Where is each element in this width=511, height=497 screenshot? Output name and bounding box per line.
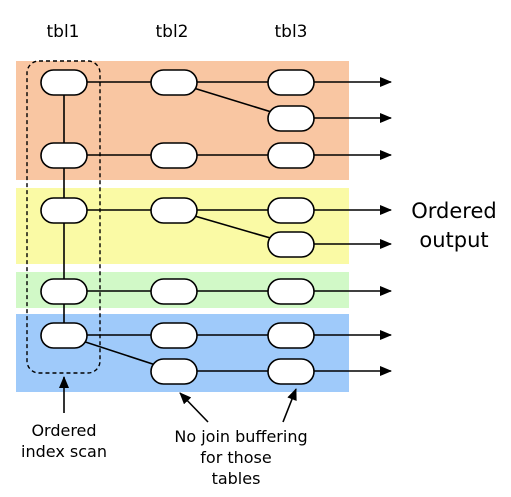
node-tbl2-row-2 [150,142,198,169]
node-tbl3-row-8 [267,358,315,385]
node-tbl2-row-1 [150,69,198,96]
node-tbl3-row-5 [267,231,315,258]
node-tbl3-row-4 [267,197,315,224]
scan-label-line2: index scan [21,442,107,461]
node-tbl2-row-3 [150,197,198,224]
output-label-line1: Ordered [411,199,496,223]
node-tbl1-row-2 [40,142,88,169]
output-label-line2: output [419,228,488,252]
node-tbl3-row-1 [267,69,315,96]
buffer-label-line2: for those [200,448,271,467]
node-tbl3-row-2 [267,105,315,132]
node-tbl3-row-6 [267,278,315,305]
scan-label-line1: Ordered [31,421,96,440]
header-tbl1: tbl1 [47,22,80,42]
buffer-label-line3: tables [212,469,261,488]
buffer-annotation-arrow-tbl3 [282,388,297,423]
index-scan-outline [26,60,101,374]
node-tbl3-row-3 [267,142,315,169]
node-tbl3-row-7 [267,322,315,349]
node-tbl2-row-4 [150,278,198,305]
node-tbl1-row-5 [40,322,88,349]
node-tbl1-row-3 [40,197,88,224]
node-tbl1-row-4 [40,278,88,305]
node-tbl2-row-5 [150,322,198,349]
node-tbl2-row-6 [150,358,198,385]
node-tbl1-row-1 [40,69,88,96]
header-tbl3: tbl3 [275,22,308,42]
buffer-annotation-arrow-tbl2 [179,392,209,423]
header-tbl2: tbl2 [156,22,189,42]
buffer-label-line1: No join buffering [174,427,307,446]
